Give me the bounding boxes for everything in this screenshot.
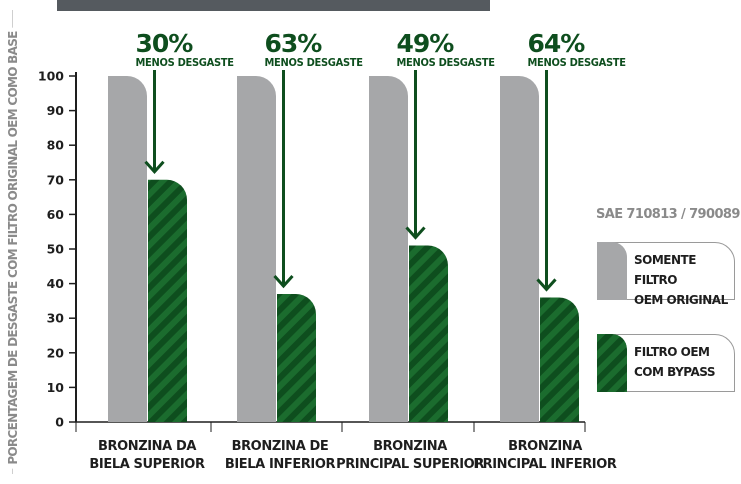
bar-bypass: [409, 246, 448, 422]
bar-oem-only: [237, 76, 276, 422]
legend-label-oem-only: SOMENTE FILTRO OEM ORIGINAL: [634, 250, 734, 310]
bar-oem-only: [500, 76, 539, 422]
x-category-label: BIELA INFERIOR: [225, 457, 336, 472]
legend-item-bypass: FILTRO OEM COM BYPASS: [597, 334, 735, 392]
annotation-text: MENOS DESGASTE: [265, 56, 364, 69]
x-category-label: BIELA SUPERIOR: [89, 457, 205, 472]
y-tick-label: 90: [47, 103, 65, 118]
bars: [108, 76, 579, 422]
bar-bypass: [277, 294, 316, 422]
y-tick-label: 40: [47, 276, 65, 291]
y-tick-label: 100: [38, 69, 64, 84]
bar-oem-only: [369, 76, 408, 422]
y-tick-label: 30: [47, 311, 65, 326]
bar-bypass: [148, 180, 187, 422]
annotation-percent: 30%: [136, 29, 194, 58]
y-tick-label: 50: [47, 242, 65, 257]
x-category-label: BRONZINA DE: [232, 439, 329, 454]
x-category-label: PRINCIPAL INFERIOR: [473, 457, 616, 472]
annotation-text: MENOS DESGASTE: [397, 56, 496, 69]
annotation-arrows: [146, 70, 556, 289]
y-tick-label: 0: [55, 415, 64, 430]
bar-oem-only: [108, 76, 147, 422]
annotation-text: MENOS DESGASTE: [528, 56, 627, 69]
y-tick-label: 80: [47, 138, 65, 153]
y-tick-label: 70: [47, 172, 65, 187]
bar-bypass: [540, 297, 579, 422]
y-tick-label: 10: [47, 380, 65, 395]
y-tick-label: 20: [47, 345, 65, 360]
annotation-text: MENOS DESGASTE: [136, 56, 235, 69]
source-note: SAE 710813 / 790089: [596, 207, 741, 222]
annotation-percent: 63%: [265, 29, 323, 58]
x-category-label: PRINCIPAL SUPERIOR: [336, 457, 484, 472]
y-tick-label: 60: [47, 207, 65, 222]
legend-swatch-green-striped: [597, 334, 627, 392]
legend-swatch-gray: [597, 242, 627, 300]
annotation-percent: 49%: [397, 29, 455, 58]
x-category-label: BRONZINA DA: [98, 439, 196, 454]
legend-label-bypass: FILTRO OEM COM BYPASS: [634, 342, 734, 382]
x-category-label: BRONZINA: [508, 439, 582, 454]
annotation-percent: 64%: [528, 29, 586, 58]
x-category-label: BRONZINA: [373, 439, 447, 454]
legend-item-oem-only: SOMENTE FILTRO OEM ORIGINAL: [597, 242, 735, 300]
